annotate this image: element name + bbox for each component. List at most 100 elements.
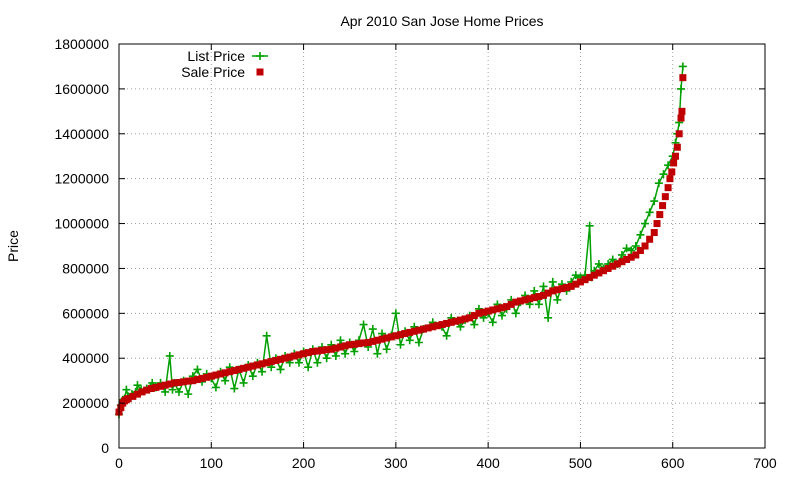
y-tick-label: 0: [101, 440, 109, 456]
sale-price-point: [226, 368, 234, 376]
sale-price-point: [447, 318, 455, 326]
sale-price-point: [355, 340, 363, 348]
list-price-point: [530, 286, 539, 295]
list-price-point: [678, 62, 687, 71]
list-price-point: [368, 325, 377, 334]
sale-price-point: [198, 374, 206, 382]
y-tick-label: 1800000: [54, 36, 109, 52]
sale-price-point: [410, 327, 418, 335]
list-price-point: [230, 384, 239, 393]
sale-price-point: [498, 304, 506, 312]
sale-price-point: [489, 306, 497, 314]
sale-price-point: [129, 392, 137, 400]
plot-frame: [118, 43, 766, 449]
list-price-point: [548, 277, 557, 286]
list-price-point: [405, 336, 414, 345]
sale-price-point: [350, 340, 358, 348]
sale-price-point: [286, 353, 294, 361]
sale-price-point: [461, 315, 469, 323]
sale-price-point: [138, 388, 146, 396]
sale-price-point: [277, 355, 284, 363]
y-tick-label: 800000: [62, 260, 109, 276]
sale-price-point: [493, 305, 501, 313]
sale-price-point: [567, 282, 575, 290]
list-price-point: [636, 230, 645, 239]
sale-price-point: [452, 317, 460, 325]
y-tick-label: 1000000: [54, 216, 109, 232]
x-tick-label: 500: [569, 455, 593, 471]
sale-price-point: [636, 246, 644, 254]
sale-price-point: [258, 360, 266, 368]
sale-price-point: [659, 202, 667, 210]
list-price-point: [304, 363, 313, 372]
list-price-point: [396, 340, 405, 349]
legend-marker-list-price: [256, 52, 264, 60]
list-price-point: [373, 349, 382, 358]
list-price-point: [488, 318, 497, 327]
sale-price-point: [235, 365, 243, 373]
sale-price-point: [230, 367, 238, 375]
sale-price-point: [521, 296, 529, 304]
sale-price-point: [604, 264, 612, 272]
legend-marker-sale-price: [256, 68, 264, 76]
sale-price-point: [318, 346, 326, 354]
sale-price-point: [600, 267, 607, 275]
sale-price-point: [267, 358, 275, 366]
x-tick-label: 400: [476, 455, 500, 471]
list-price-point: [511, 309, 520, 318]
list-price-point: [276, 365, 285, 374]
list-price-point: [654, 179, 663, 188]
sale-price-point: [166, 380, 174, 388]
list-price-point: [414, 338, 423, 347]
sale-price-point: [369, 337, 377, 345]
sale-price-point: [595, 269, 603, 277]
sale-price-point: [572, 280, 580, 288]
chart-title: Apr 2010 San Jose Home Prices: [340, 13, 543, 29]
sale-price-point: [180, 378, 188, 386]
sale-price-point: [590, 271, 598, 279]
sale-price-point: [558, 285, 566, 293]
sale-price-point: [341, 342, 349, 350]
sale-price-point: [484, 307, 492, 315]
sale-price-point: [392, 332, 400, 340]
list-price-point: [497, 311, 506, 320]
sale-price-point: [157, 382, 165, 390]
sale-price-point: [152, 383, 160, 391]
sale-price-point: [678, 107, 686, 115]
list-price-point: [534, 300, 543, 309]
list-price-point: [659, 170, 668, 179]
sale-price-point: [671, 152, 679, 160]
sale-price-point: [664, 184, 672, 192]
sale-price-point: [244, 363, 252, 371]
sale-price-point: [553, 286, 561, 294]
sale-price-point: [147, 385, 155, 393]
sale-price-point: [438, 321, 446, 329]
list-price-point: [211, 383, 220, 392]
legend-label: Sale Price: [181, 64, 245, 80]
sale-price-point: [530, 294, 538, 302]
list-price-point: [631, 242, 640, 250]
list-price-point: [359, 320, 368, 329]
sale-price-point: [670, 159, 678, 167]
sale-price-point: [613, 260, 621, 268]
list-price-point: [677, 84, 686, 93]
sale-price-point: [549, 287, 557, 295]
sale-price-point: [540, 291, 548, 299]
sale-price-point: [401, 330, 409, 338]
sale-price-point: [184, 377, 192, 385]
sale-price-point: [332, 344, 340, 352]
series-layer: [115, 62, 687, 419]
list-price-point: [258, 367, 267, 376]
y-tick-label: 1400000: [54, 126, 109, 142]
sale-price-point: [117, 404, 125, 412]
series-sale-price: [115, 74, 687, 416]
legend-label: List Price: [187, 48, 245, 64]
list-price-point: [470, 320, 479, 329]
x-tick-label: 700: [753, 455, 777, 471]
list-price-point: [585, 221, 594, 230]
y-tick-label: 400000: [62, 350, 109, 366]
list-price-point: [594, 259, 603, 268]
sale-price-point: [253, 361, 261, 369]
sale-price-point: [378, 335, 386, 343]
